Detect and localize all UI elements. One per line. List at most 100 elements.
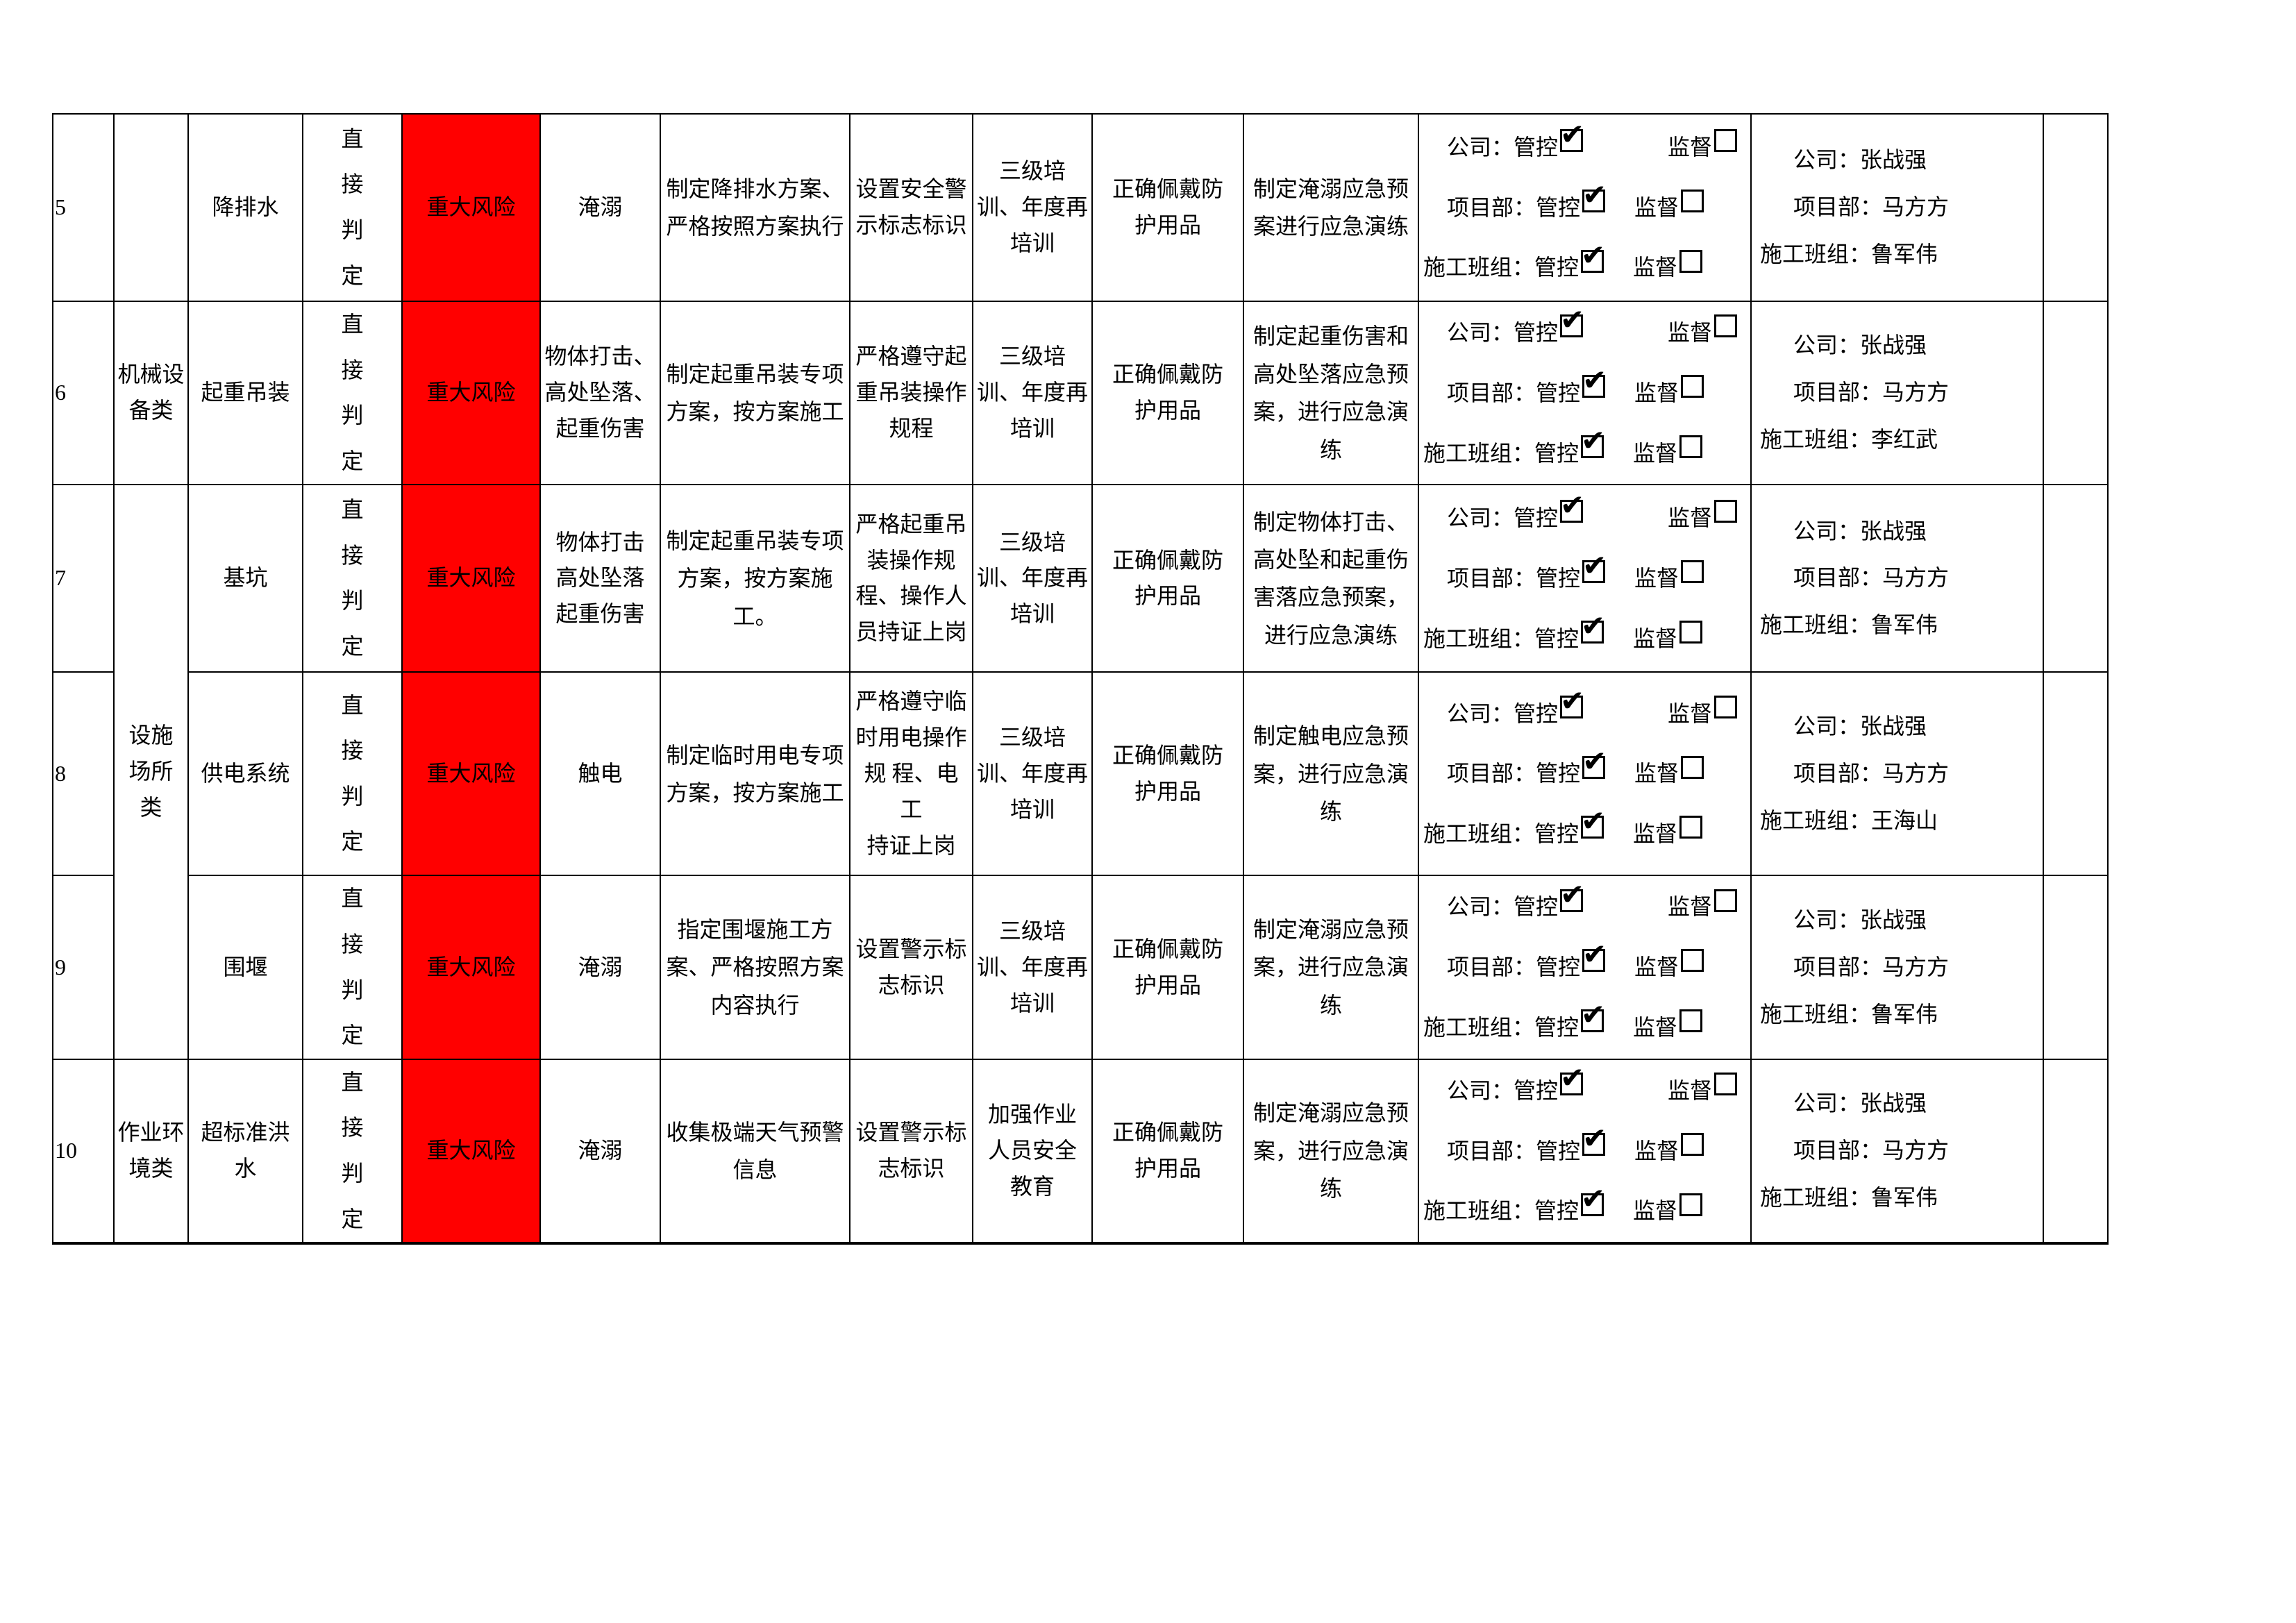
manage-checkbox-checked-icon[interactable]: ✔	[1581, 240, 1605, 273]
manage-checkbox-checked-icon[interactable]: ✔	[1560, 880, 1584, 912]
cell-engineering-measure: 指定围堰施工方 案、严格按照方案 内容执行	[660, 875, 850, 1060]
check-mark-icon: ✔	[1581, 998, 1606, 1032]
check-mark-icon: ✔	[1560, 1060, 1585, 1095]
control-supervise-label: 监督	[1668, 134, 1713, 160]
cell-engineering-measure: 制定降排水方案、 严格按照方案执行	[660, 113, 850, 302]
supervise-checkbox-empty-icon[interactable]	[1714, 889, 1738, 912]
risk-table-container: 5 降排水 直接判定 重大风险 淹溺 制定降排水方案、 严格按照方案执行 设置安全警 示标志…	[52, 113, 2109, 1245]
supervise-checkbox-empty-icon[interactable]	[1714, 695, 1738, 718]
cell-remark-empty	[2043, 484, 2109, 673]
cell-category: 作业环 境类	[113, 1058, 189, 1245]
cell-judgment-method: 直接判定	[302, 1058, 403, 1245]
supervise-checkbox-empty-icon[interactable]	[1681, 755, 1704, 779]
cell-ppe-measure: 正确佩戴防 护用品	[1091, 671, 1244, 877]
cell-risk-item: 起重吊装	[187, 300, 303, 486]
supervise-checkbox-empty-icon[interactable]	[1714, 314, 1738, 338]
cell-training-measure: 三级培 训、年度再 培训	[972, 113, 1093, 302]
control-line: 公司：管控 ✔ 监督	[1420, 686, 1750, 730]
cell-engineering-measure: 制定临时用电专项 方案，按方案施工	[660, 671, 850, 877]
manage-checkbox-checked-icon[interactable]: ✔	[1560, 686, 1584, 718]
cell-control-level: 公司：管控 ✔ 监督 项目部：管控 ✔ 监督 施工班组：管控 ✔ 监督	[1418, 1058, 1752, 1245]
risk-table-body: 5 降排水 直接判定 重大风险 淹溺 制定降排水方案、 严格按照方案执行 设置安全警 示标志…	[52, 113, 2109, 1245]
cell-responsible-persons: 公司：张战强 项目部：马方方 施工班组：鲁军伟	[1750, 875, 2044, 1060]
supervise-checkbox-empty-icon[interactable]	[1679, 435, 1703, 458]
check-mark-icon: ✔	[1581, 608, 1606, 643]
control-manage-label: 施工班组：管控	[1423, 440, 1579, 466]
control-line: 施工班组：管控 ✔ 监督	[1420, 1000, 1750, 1043]
supervise-checkbox-empty-icon[interactable]	[1679, 1009, 1703, 1033]
cell-hazard-type: 淹溺	[539, 1058, 661, 1245]
cell-number: 5	[52, 113, 115, 302]
judgment-vertical-text: 直接判定	[341, 497, 364, 659]
supervise-checkbox-empty-icon[interactable]	[1681, 189, 1704, 212]
cell-number: 6	[52, 300, 115, 486]
supervise-checkbox-empty-icon[interactable]	[1714, 1072, 1738, 1095]
supervise-checkbox-empty-icon[interactable]	[1681, 560, 1704, 584]
responsible-line: 公司：张战强	[1793, 714, 1927, 739]
cell-management-measure: 严格起重吊 装操作规 程、操作人 员持证上岗	[849, 484, 973, 673]
manage-checkbox-checked-icon[interactable]: ✔	[1581, 1184, 1605, 1216]
supervise-checkbox-empty-icon[interactable]	[1681, 1132, 1704, 1156]
manage-checkbox-checked-icon[interactable]: ✔	[1581, 426, 1605, 458]
check-mark-icon: ✔	[1581, 237, 1606, 272]
control-manage-label: 公司：管控	[1447, 134, 1559, 160]
cell-control-level: 公司：管控 ✔ 监督 项目部：管控 ✔ 监督 施工班组：管控 ✔ 监督	[1418, 484, 1752, 673]
supervise-checkbox-empty-icon[interactable]	[1679, 249, 1703, 273]
cell-emergency-measure: 制定物体打击、 高处坠和起重伤 害落应急预案， 进行应急演练	[1243, 484, 1419, 673]
table-row: 9 围堰 直接判定 重大风险 淹溺 指定围堰施工方 案、严格按照方案 内容执行 设置警示标 …	[52, 875, 2109, 1060]
supervise-checkbox-empty-icon[interactable]	[1679, 1193, 1703, 1216]
cell-risk-level: 重大风险	[401, 1058, 541, 1245]
cell-number: 9	[52, 875, 115, 1060]
cell-risk-item: 供电系统	[187, 671, 303, 877]
check-mark-icon: ✔	[1581, 423, 1606, 457]
responsible-line: 公司：张战强	[1793, 518, 1927, 544]
manage-checkbox-checked-icon[interactable]: ✔	[1582, 940, 1607, 973]
manage-checkbox-checked-icon[interactable]: ✔	[1560, 491, 1584, 523]
cell-remark-empty	[2043, 113, 2109, 302]
control-manage-label: 施工班组：管控	[1423, 255, 1579, 280]
control-supervise-label: 监督	[1668, 1077, 1713, 1103]
cell-judgment-method: 直接判定	[302, 875, 403, 1060]
control-supervise-label: 监督	[1634, 380, 1679, 405]
control-manage-label: 公司：管控	[1447, 1077, 1559, 1103]
supervise-checkbox-empty-icon[interactable]	[1681, 374, 1704, 398]
cell-emergency-measure: 制定淹溺应急预 案，进行应急演 练	[1243, 875, 1419, 1060]
manage-checkbox-checked-icon[interactable]: ✔	[1560, 1063, 1584, 1095]
cell-judgment-method: 直接判定	[302, 113, 403, 302]
cell-management-measure: 严格遵守临 时用电操作 规 程、电工 持证上岗	[849, 671, 973, 877]
check-mark-icon: ✔	[1582, 937, 1607, 972]
manage-checkbox-checked-icon[interactable]: ✔	[1582, 551, 1607, 584]
manage-checkbox-checked-icon[interactable]: ✔	[1582, 1123, 1607, 1156]
control-manage-label: 施工班组：管控	[1423, 1198, 1579, 1224]
manage-checkbox-checked-icon[interactable]: ✔	[1582, 365, 1607, 398]
judgment-vertical-text: 直接判定	[341, 886, 364, 1048]
cell-management-measure: 设置警示标 志标识	[849, 875, 973, 1060]
control-manage-label: 施工班组：管控	[1423, 625, 1579, 651]
check-mark-icon: ✔	[1582, 177, 1607, 212]
table-row: 7 设施 场所 类基坑 直接判定 重大风险 物体打击 高处坠落 起重伤害 制定起重吊装专项…	[52, 484, 2109, 1060]
manage-checkbox-checked-icon[interactable]: ✔	[1581, 1000, 1605, 1033]
responsible-line: 公司：张战强	[1793, 1091, 1927, 1116]
control-line: 施工班组：管控 ✔ 监督	[1420, 1184, 1750, 1227]
supervise-checkbox-empty-icon[interactable]	[1679, 816, 1703, 839]
responsible-line: 项目部：马方方	[1793, 380, 1950, 405]
manage-checkbox-checked-icon[interactable]: ✔	[1560, 119, 1584, 152]
cell-control-level: 公司：管控 ✔ 监督 项目部：管控 ✔ 监督 施工班组：管控 ✔ 监督	[1418, 113, 1752, 302]
manage-checkbox-checked-icon[interactable]: ✔	[1582, 180, 1607, 212]
responsible-line: 公司：张战强	[1793, 147, 1927, 173]
supervise-checkbox-empty-icon[interactable]	[1679, 620, 1703, 644]
supervise-checkbox-empty-icon[interactable]	[1714, 500, 1738, 523]
control-supervise-label: 监督	[1668, 894, 1713, 920]
manage-checkbox-checked-icon[interactable]: ✔	[1560, 305, 1584, 338]
manage-checkbox-checked-icon[interactable]: ✔	[1582, 746, 1607, 779]
supervise-checkbox-empty-icon[interactable]	[1681, 949, 1704, 973]
responsible-line: 项目部：马方方	[1793, 1138, 1950, 1163]
supervise-checkbox-empty-icon[interactable]	[1714, 128, 1738, 152]
manage-checkbox-checked-icon[interactable]: ✔	[1581, 611, 1605, 644]
responsible-line: 施工班组：李红武	[1760, 427, 1938, 453]
control-supervise-label: 监督	[1634, 955, 1679, 980]
cell-training-measure: 三级培 训、年度再 培训	[972, 484, 1093, 673]
manage-checkbox-checked-icon[interactable]: ✔	[1581, 807, 1605, 839]
cell-management-measure: 严格遵守起 重吊装操作 规程	[849, 300, 973, 486]
major-risk-table: 5 降排水 直接判定 重大风险 淹溺 制定降排水方案、 严格按照方案执行 设置安全警 示标志…	[52, 113, 2109, 1245]
